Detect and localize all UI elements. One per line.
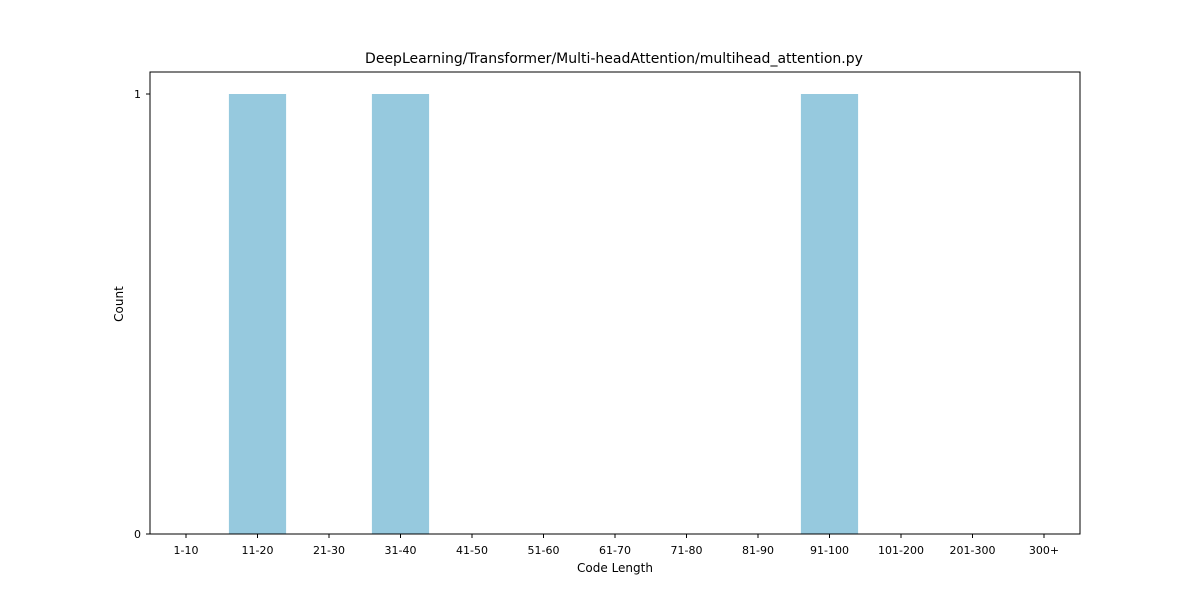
- y-tick-label: 0: [134, 528, 141, 541]
- x-tick-label: 11-20: [242, 544, 274, 557]
- bars-group: [228, 94, 859, 534]
- bar-11-20: [228, 94, 287, 534]
- x-tick-label: 1-10: [174, 544, 199, 557]
- x-tick-label: 300+: [1029, 544, 1059, 557]
- chart-title: DeepLearning/Transformer/Multi-headAtten…: [365, 51, 863, 67]
- bar-91-100: [800, 94, 859, 534]
- x-tick-label: 71-80: [671, 544, 703, 557]
- x-tick-label: 41-50: [456, 544, 488, 557]
- x-tick-label: 61-70: [599, 544, 631, 557]
- x-axis-ticks: 1-10 11-20 21-30 31-40 41-50 51-60 61-70 71-80 8…: [174, 534, 1059, 557]
- x-tick-label: 81-90: [742, 544, 774, 557]
- x-tick-label: 91-100: [810, 544, 849, 557]
- y-tick-label: 1: [134, 88, 141, 101]
- x-tick-label: 31-40: [385, 544, 417, 557]
- x-tick-label: 21-30: [313, 544, 345, 557]
- x-axis-label: Code Length: [577, 561, 653, 575]
- plot-area-frame: [149, 71, 1081, 535]
- y-axis-label: Count: [112, 286, 126, 322]
- x-tick-label: 51-60: [528, 544, 560, 557]
- x-tick-label: 101-200: [878, 544, 924, 557]
- bar-31-40: [371, 94, 430, 534]
- x-tick-label: 201-300: [950, 544, 996, 557]
- y-axis-ticks: 01: [134, 88, 150, 541]
